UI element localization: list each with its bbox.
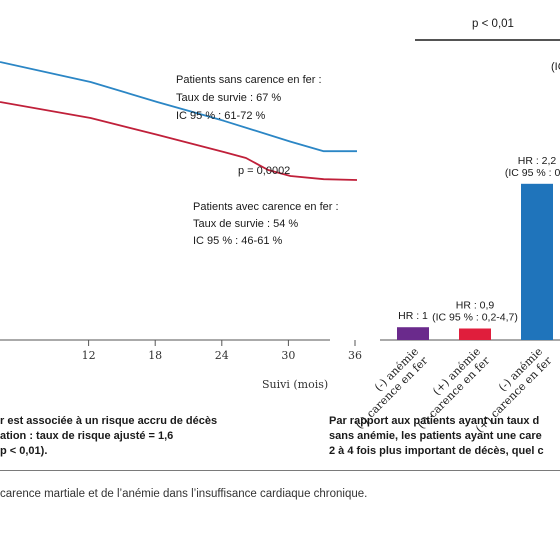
annotation-group1-line3: IC 95 % : 61-72 %: [176, 110, 265, 122]
annotation-group2-line1: Patients avec carence en fer :: [193, 201, 339, 213]
caption-right-line2: sans anémie, les patients ayant une care: [329, 430, 542, 442]
bar-3-value-label-2: (IC 95 % : 0,7: [505, 167, 560, 179]
x-axis-label: Suivi (mois): [262, 378, 328, 391]
caption-left-line2: ation : taux de risque ajusté = 1,6: [0, 430, 174, 442]
annotation-group1: Patients sans carence en fer : Taux de s…: [176, 74, 322, 122]
survival-line-chart: 12 18 24 30 36 Suivi (mois) Patients sans ca…: [0, 61, 362, 391]
x-tick-label-12: 12: [82, 349, 96, 362]
x-tick-label-24: 24: [215, 349, 229, 362]
survival-curve-2: [0, 101, 358, 181]
x-tick-label-30: 30: [281, 349, 295, 362]
bar-4-category: (+) a(+) carence: [552, 345, 560, 410]
caption-left: r est associée à un risque accru de décè…: [0, 414, 217, 459]
caption-right-line3: 2 à 4 fois plus important de décès, quel…: [329, 445, 544, 457]
annotation-group2-line2: Taux de survie : 54 %: [193, 218, 298, 230]
caption-right: Par rapport aux patients ayant un taux d…: [329, 414, 544, 459]
partial-annotation: (IC: [551, 61, 560, 73]
annotation-group2: Patients avec carence en fer : Taux de s…: [193, 201, 339, 247]
divider: [0, 470, 560, 471]
bar-3: [521, 183, 553, 340]
caption-left-line1: r est associée à un risque accru de décè…: [0, 415, 218, 427]
caption-left-line3: p < 0,01).: [0, 445, 48, 457]
bar-2: [459, 328, 491, 340]
caption-right-line1: Par rapport aux patients ayant un taux d: [329, 415, 540, 427]
x-tick-label-18: 18: [148, 349, 162, 362]
bar-2-value-label-1: HR : 0,9: [456, 299, 495, 311]
annotation-group1-line2: Taux de survie : 67 %: [176, 92, 281, 104]
bar-2-value-label-2: (IC 95 % : 0,2-4,7): [432, 311, 518, 323]
footer-text: carence martiale et de l’anémie dans l’i…: [0, 488, 368, 500]
annotation-group1-line1: Patients sans carence en fer :: [176, 74, 322, 86]
hazard-ratio-bar-chart: p < 0,01 (IC HR : 1HR : 0,9(IC 95 % : 0,…: [353, 18, 560, 435]
pvalue-label: p = 0,0002: [238, 165, 290, 177]
bar-1: [397, 327, 429, 340]
survival-curve-1: [0, 61, 357, 153]
bar-3-value-label-1: HR : 2,2: [518, 155, 557, 167]
top-pvalue: p < 0,01: [472, 18, 514, 30]
x-tick-label-36: 36: [348, 349, 362, 362]
bar-1-value-label-1: HR : 1: [398, 310, 428, 322]
annotation-group2-line3: IC 95 % : 46-61 %: [193, 235, 282, 247]
